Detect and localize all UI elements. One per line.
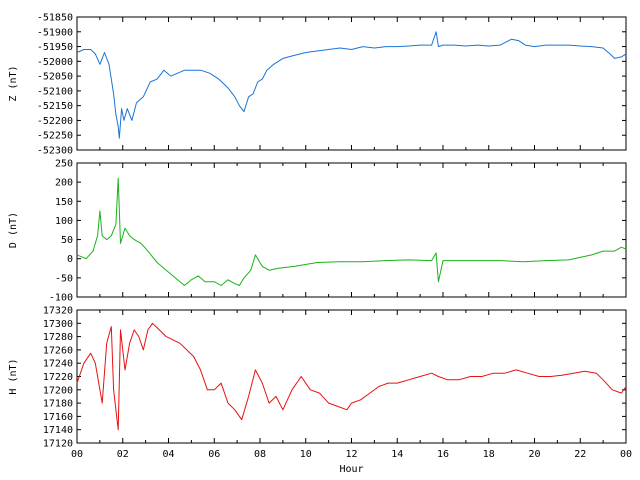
h-y-tick-label: 17300 <box>43 319 73 330</box>
h-y-axis-label: H (nT) <box>8 358 19 394</box>
z-plot-frame <box>76 16 627 151</box>
d-y-tick-label: 50 <box>61 235 73 246</box>
z-y-tick-label: -52300 <box>37 146 73 157</box>
z-y-tick-label: -52150 <box>37 101 73 112</box>
h-x-tick-label: 02 <box>117 449 129 460</box>
h-x-tick-label: 20 <box>528 449 540 460</box>
d-y-tick-label: 250 <box>55 159 73 170</box>
z-y-tick-label: -52000 <box>37 57 73 68</box>
h-y-tick-label: 17280 <box>43 332 73 343</box>
h-y-tick-label: 17320 <box>43 306 73 317</box>
h-x-tick-label: 00 <box>620 449 632 460</box>
d-y-tick-label: 200 <box>55 178 73 189</box>
h-x-tick-label: 16 <box>437 449 449 460</box>
h-y-tick-label: 17140 <box>43 425 73 436</box>
z-y-tick-label: -52250 <box>37 131 73 142</box>
h-x-tick-label: 10 <box>300 449 312 460</box>
h-y-tick-label: 17180 <box>43 399 73 410</box>
h-y-tick-label: 17220 <box>43 372 73 383</box>
x-axis-label: Hour <box>339 464 363 475</box>
z-y-tick-label: -51900 <box>37 27 73 38</box>
h-x-tick-label: 08 <box>254 449 266 460</box>
h-x-tick-label: 04 <box>162 449 174 460</box>
z-y-tick-label: -52100 <box>37 86 73 97</box>
d-y-tick-label: 0 <box>67 254 73 265</box>
h-y-tick-label: 17260 <box>43 345 73 356</box>
d-y-tick-label: 100 <box>55 216 73 227</box>
h-x-tick-label: 22 <box>574 449 586 460</box>
h-x-tick-label: 14 <box>391 449 403 460</box>
h-x-tick-label: 12 <box>345 449 357 460</box>
d-series-line <box>76 177 627 286</box>
h-x-tick-label: 18 <box>483 449 495 460</box>
d-y-tick-label: 150 <box>55 197 73 208</box>
h-series-line <box>76 322 627 431</box>
h-y-tick-label: 17120 <box>43 439 73 450</box>
h-y-tick-label: 17200 <box>43 385 73 396</box>
z-y-tick-label: -52050 <box>37 72 73 83</box>
z-y-tick-label: -52200 <box>37 116 73 127</box>
h-y-tick-label: 17160 <box>43 412 73 423</box>
d-y-tick-label: -50 <box>55 273 73 284</box>
h-x-tick-label: 06 <box>208 449 220 460</box>
h-x-tick-label: 00 <box>71 449 83 460</box>
z-y-axis-label: Z (nT) <box>8 65 19 101</box>
d-y-axis-label: D (nT) <box>8 212 19 248</box>
d-y-tick-label: -100 <box>49 293 73 304</box>
d-plot-frame <box>76 162 627 298</box>
h-y-tick-label: 17240 <box>43 359 73 370</box>
z-y-tick-label: -51850 <box>37 13 73 24</box>
z-y-tick-label: -51950 <box>37 42 73 53</box>
z-series-line <box>76 31 627 139</box>
